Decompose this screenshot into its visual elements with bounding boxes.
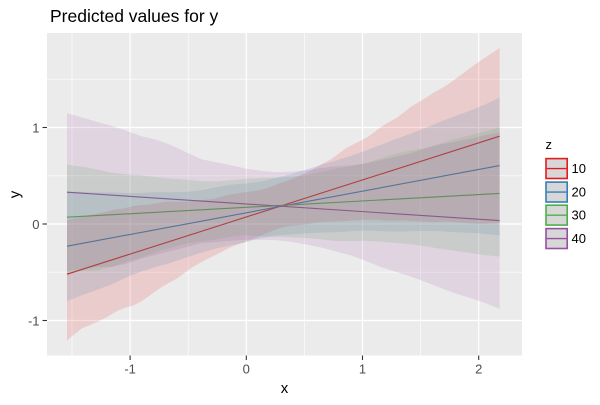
svg-text:10: 10 [572, 161, 586, 176]
svg-text:-1: -1 [124, 362, 136, 377]
svg-text:-1: -1 [28, 314, 40, 329]
svg-text:z: z [546, 137, 553, 152]
svg-text:y: y [7, 190, 24, 198]
svg-text:1: 1 [359, 362, 366, 377]
svg-text:20: 20 [572, 185, 586, 200]
svg-text:40: 40 [572, 231, 586, 246]
svg-text:x: x [281, 380, 289, 397]
svg-text:0: 0 [243, 362, 250, 377]
svg-text:30: 30 [572, 208, 586, 223]
svg-text:2: 2 [475, 362, 482, 377]
svg-text:1: 1 [32, 121, 39, 136]
svg-text:Predicted values for y: Predicted values for y [50, 6, 219, 26]
svg-text:0: 0 [32, 217, 39, 232]
